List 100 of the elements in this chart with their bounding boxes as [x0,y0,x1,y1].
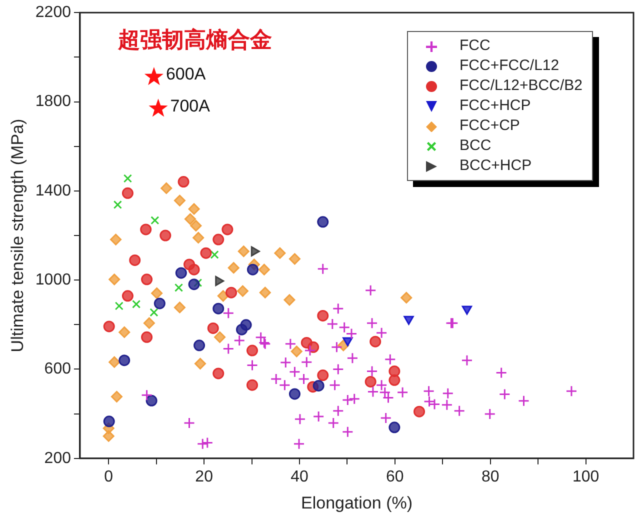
legend-label: BCC+HCP [460,156,532,176]
point [210,250,219,259]
x-tick-label: 60 [386,468,404,486]
annotation: 600A [166,64,206,84]
point [200,247,212,259]
point [288,388,300,400]
point [129,254,141,266]
point [194,340,206,352]
point [160,182,172,194]
point [113,200,122,210]
point [194,358,206,370]
point [141,274,153,286]
point [110,234,122,246]
point [212,368,224,380]
point [364,376,376,388]
point [148,98,168,117]
point [238,246,250,258]
point [274,247,286,259]
point [102,430,114,442]
legend-label: FCC+CP [460,116,520,136]
point [236,285,248,297]
point [188,264,200,276]
point [146,394,158,406]
x-tick-label: 40 [290,468,308,486]
point [246,264,258,276]
point [215,276,224,286]
point [259,286,271,298]
point [258,264,270,276]
point [175,267,187,279]
point [150,308,158,317]
annotation: 700A [170,96,211,116]
point [122,187,134,199]
point [214,331,226,343]
point [160,230,172,242]
point [174,302,186,314]
x-axis-title: Elongation (%) [300,493,413,512]
x-tick-label: 0 [104,468,114,486]
y-tick-label: 1800 [35,93,72,110]
y-tick-label: 600 [44,360,72,378]
point [288,253,300,265]
x-tick-label: 20 [195,468,214,486]
point [103,320,115,332]
point [312,380,324,392]
point [217,290,229,302]
point [212,302,224,314]
point [174,194,186,206]
legend-label: BCC [460,136,492,156]
point [114,302,124,310]
legend-label: FCC+FCC/L12 [460,56,560,76]
point [132,300,141,308]
point [228,262,240,274]
point [188,203,200,215]
point [317,310,329,322]
point [250,246,260,256]
point [151,287,163,299]
point [246,344,258,356]
point [174,283,184,292]
point [143,317,155,329]
legend-label: FCC/L12+BCC/B2 [460,76,582,96]
legend-label: FCC [460,36,490,56]
y-tick-label: 200 [44,450,72,467]
point [108,274,120,286]
point [144,67,164,86]
point [154,298,166,310]
x-tick-label: 80 [481,468,500,486]
y-tick-label: 2200 [35,4,72,22]
y-axis-title: Ultimate tensile strength (MPa) [8,118,27,352]
point [317,370,329,382]
point [246,379,258,391]
point [222,224,234,236]
point [317,216,329,228]
legend-label: FCC+HCP [460,96,531,116]
point [284,294,296,306]
point [414,406,426,418]
point [212,234,224,246]
point [370,336,382,348]
point [240,319,252,331]
point [188,278,200,290]
point [122,290,134,302]
y-tick-label: 1000 [35,271,72,288]
point [207,322,219,334]
point [388,374,400,386]
point [118,354,130,366]
x-tick-label: 100 [572,468,600,486]
point [123,174,132,183]
point [400,292,412,304]
annotation: 超强韧高熵合金 [118,26,272,55]
point [110,390,122,402]
point [178,176,190,188]
point [388,422,400,434]
point [141,331,153,343]
y-tick-label: 1400 [35,182,72,200]
point [140,224,152,236]
point [462,306,472,315]
point [404,316,414,325]
point [342,337,353,346]
point [190,220,202,232]
point [118,326,130,338]
point [290,346,302,358]
point [108,356,120,368]
